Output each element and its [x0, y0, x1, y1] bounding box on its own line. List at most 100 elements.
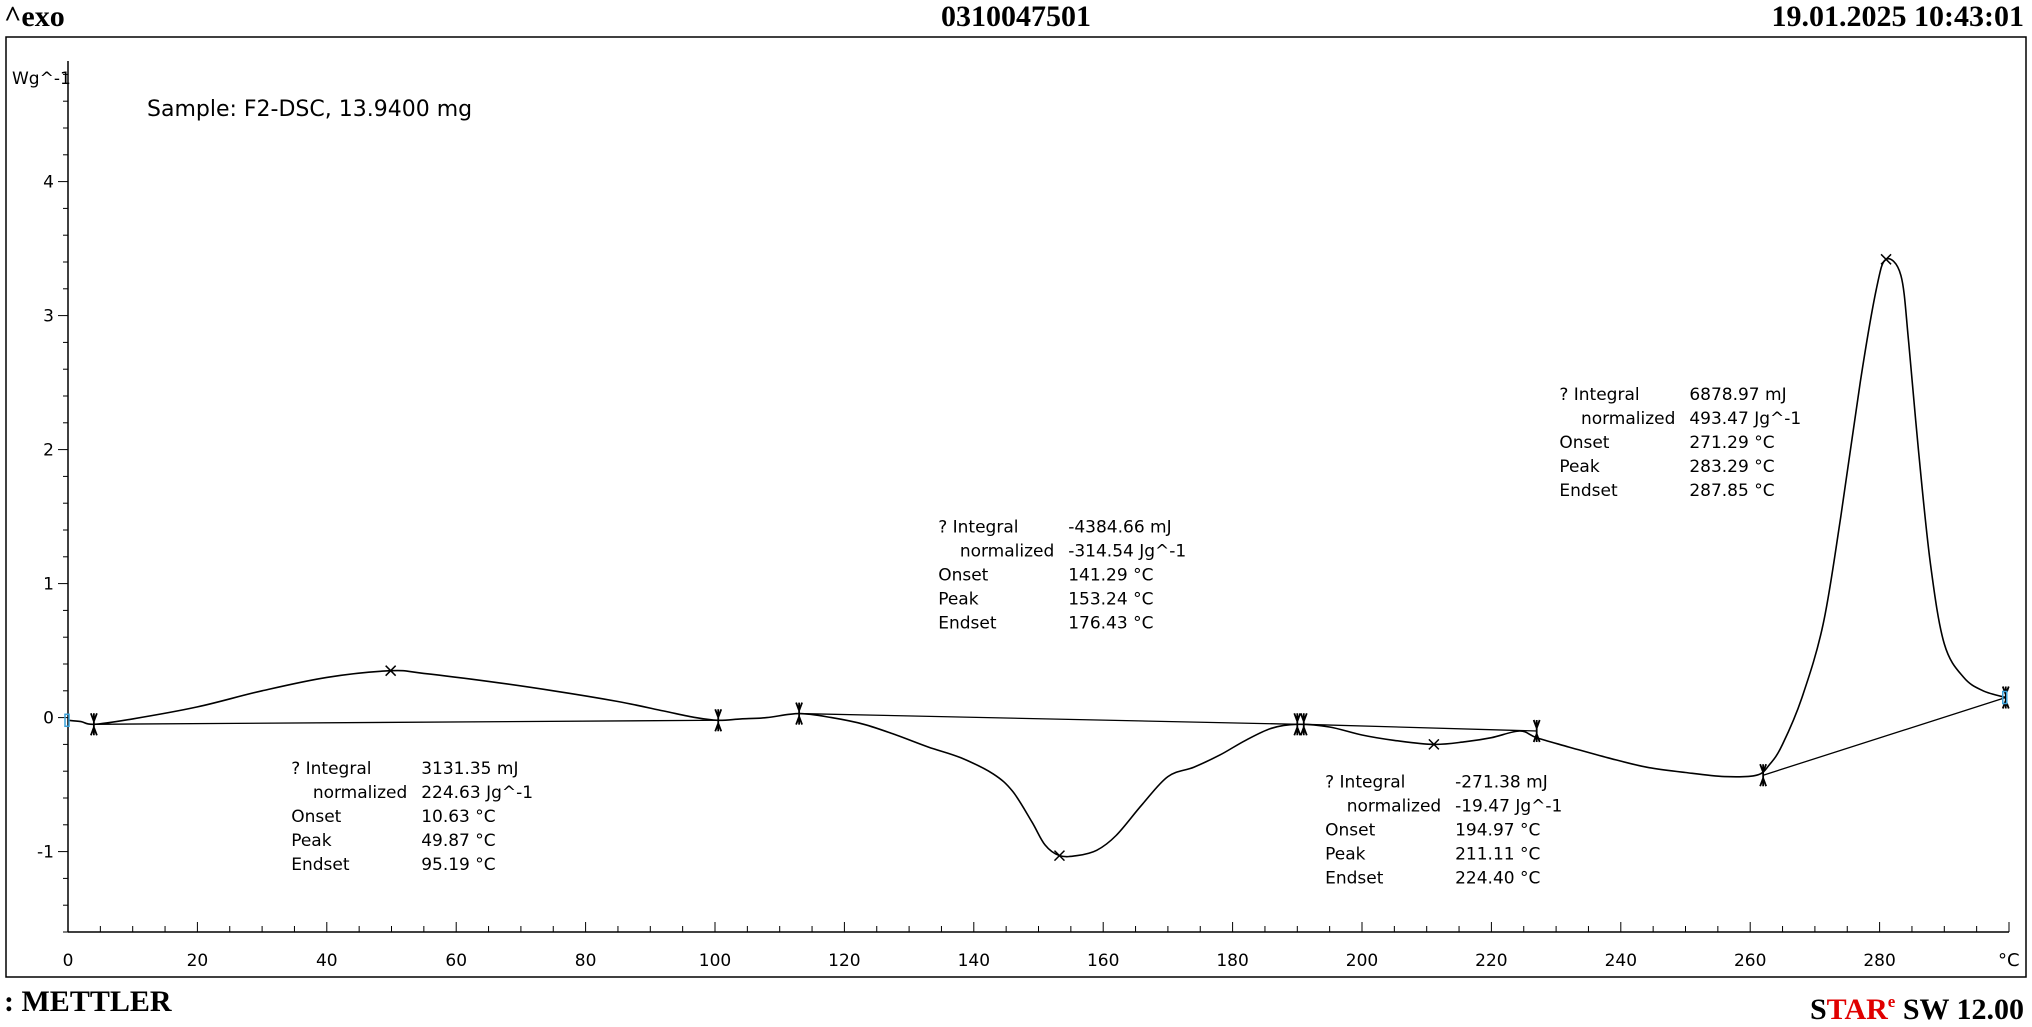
evaluation-label: Endset [1559, 481, 1618, 501]
x-tick-label: 40 [316, 951, 338, 971]
evaluation-label: Onset [938, 566, 988, 586]
evaluation-value: 141.29 °C [1068, 566, 1153, 586]
evaluation-value: 283.29 °C [1689, 457, 1774, 477]
evaluation-value: 194.97 °C [1455, 820, 1540, 840]
integration-baseline [1303, 723, 1537, 732]
x-tick-label: 160 [1087, 951, 1119, 971]
footer-software: STARe SW 12.00 [1810, 985, 2024, 1027]
evaluation-label: Endset [938, 614, 997, 634]
integration-limit-marker [795, 702, 803, 725]
dsc-chart: Sample: F2-DSC, 13.9400 mg Wg^-1 °C 0 20 4… [5, 36, 2027, 978]
x-tick-label: 280 [1863, 951, 1895, 971]
header-timestamp: 19.01.2025 10:43:01 [1771, 0, 2024, 33]
curve-end-marker [2002, 690, 2008, 705]
evaluation-label: Peak [291, 831, 332, 851]
y-tick-label: 3 [43, 307, 54, 327]
series [67, 257, 2007, 858]
evaluation-value: 153.24 °C [1068, 590, 1153, 610]
markers [64, 253, 2010, 862]
x-tick-label: 20 [187, 951, 209, 971]
footer-vendor: : METTLER [4, 985, 172, 1018]
evaluation-label: Onset [1559, 433, 1609, 453]
evaluation-value: 224.63 Jg^-1 [421, 783, 533, 803]
evaluation-label: normalized [291, 783, 407, 803]
x-tick-label: 260 [1734, 951, 1766, 971]
x-tick-label: 60 [445, 951, 467, 971]
evaluation-value: 6878.97 mJ [1689, 385, 1786, 405]
integration-baseline [93, 719, 719, 725]
annotations: ? Integral 3131.35 mJ normalized 224.63 Jg… [291, 385, 1801, 888]
footer-software-sup: e [1887, 992, 1896, 1011]
sample-label: Sample: F2-DSC, 13.9400 mg [147, 97, 472, 122]
integration-limit-marker [1532, 719, 1541, 743]
evaluation-label: normalized [1325, 796, 1441, 816]
integration-limit-marker [714, 708, 723, 732]
evaluation-label: normalized [938, 542, 1054, 562]
evaluation-label: Peak [938, 590, 979, 610]
evaluation-value: 176.43 °C [1068, 614, 1153, 634]
evaluation-value: 3131.35 mJ [421, 759, 518, 779]
axes: 0 20 40 60 80 100 120 140 160 180 200 220 240 260 280-… [37, 61, 2010, 971]
x-tick-label: 100 [699, 951, 731, 971]
dsc-curve [67, 257, 2007, 858]
x-axis-unit: °C [1998, 950, 2020, 971]
evaluation-label: Peak [1559, 457, 1600, 477]
evaluation-value: 49.87 °C [421, 831, 495, 851]
x-tick-label: 220 [1475, 951, 1507, 971]
evaluation-value: -271.38 mJ [1455, 772, 1548, 792]
peak-marker [385, 665, 397, 677]
y-tick-label: -1 [37, 843, 54, 863]
footer-software-red: TAR [1826, 993, 1888, 1026]
evaluation-label: Peak [1325, 844, 1366, 864]
y-tick-label: 4 [43, 173, 54, 193]
peak-evaluation-block: ? Integral -4384.66 mJ normalized -314.54 … [938, 518, 1186, 634]
y-tick-label: 1 [43, 575, 54, 595]
x-tick-label: 80 [575, 951, 597, 971]
peak-evaluation-block: ? Integral 6878.97 mJ normalized 493.47 Jg… [1559, 385, 1801, 501]
footer-software-prefix: S [1809, 993, 1827, 1026]
integration-limit-marker [1299, 712, 1308, 736]
evaluation-value: -4384.66 mJ [1068, 518, 1171, 538]
evaluation-label: Endset [1325, 868, 1384, 888]
evaluation-value: 287.85 °C [1689, 481, 1774, 501]
evaluation-label: normalized [1559, 409, 1675, 429]
evaluation-value: 211.11 °C [1455, 844, 1540, 864]
curve-end-marker [64, 713, 70, 728]
x-tick-label: 180 [1216, 951, 1248, 971]
header-file-id: 0310047501 [941, 0, 1091, 33]
evaluation-value: -314.54 Jg^-1 [1068, 542, 1186, 562]
peak-marker [1053, 850, 1065, 862]
evaluation-label: ? Integral [1559, 385, 1639, 405]
evaluation-label: Onset [291, 807, 341, 827]
plot-frame [5, 36, 2027, 978]
y-tick-label: 0 [43, 709, 54, 729]
evaluation-label: Endset [291, 855, 350, 875]
evaluation-value: 95.19 °C [421, 855, 495, 875]
header-exo-label: ^exo [4, 0, 65, 33]
integration-limit-marker [1759, 763, 1767, 787]
evaluation-label: ? Integral [938, 518, 1018, 538]
evaluation-label: ? Integral [291, 759, 371, 779]
y-tick-label: 2 [43, 441, 54, 461]
integration-limit-marker [1293, 712, 1302, 736]
evaluation-value: 224.40 °C [1455, 868, 1540, 888]
evaluation-value: -19.47 Jg^-1 [1455, 796, 1562, 816]
x-tick-label: 120 [828, 951, 860, 971]
evaluation-value: 493.47 Jg^-1 [1689, 409, 1801, 429]
footer-software-suffix: SW 12.00 [1895, 993, 2024, 1026]
evaluation-value: 271.29 °C [1689, 433, 1774, 453]
peak-evaluation-block: ? Integral -271.38 mJ normalized -19.47 Jg… [1325, 772, 1562, 888]
evaluation-label: Onset [1325, 820, 1375, 840]
peak-evaluation-block: ? Integral 3131.35 mJ normalized 224.63 Jg… [291, 759, 533, 875]
integration-baseline [1762, 696, 2006, 776]
x-tick-label: 200 [1346, 951, 1378, 971]
integration-limit-marker [90, 712, 98, 736]
integration-baseline [799, 712, 1298, 725]
peak-marker [1880, 253, 1892, 265]
evaluation-label: ? Integral [1325, 772, 1405, 792]
x-tick-label: 0 [63, 951, 74, 971]
integration-limit-marker [2001, 686, 2010, 709]
y-axis-unit: Wg^-1 [12, 69, 71, 89]
peak-marker [1428, 738, 1440, 750]
x-tick-label: 240 [1605, 951, 1637, 971]
